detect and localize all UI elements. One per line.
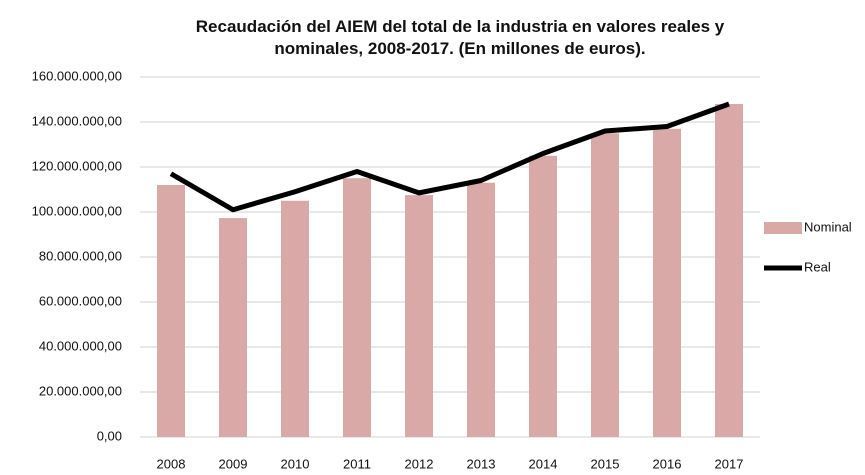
bar [653,128,681,437]
y-tick-label: 80.000.000,00 [39,248,122,263]
x-tick-label: 2013 [467,456,496,471]
y-tick-label: 100.000.000,00 [32,203,122,218]
bar [529,155,557,437]
x-tick-label: 2017 [715,456,744,471]
bar [715,104,743,437]
y-tick-label: 160.000.000,00 [32,68,122,83]
x-tick-label: 2014 [529,456,558,471]
y-tick-label: 60.000.000,00 [39,293,122,308]
x-tick-label: 2010 [281,456,310,471]
y-tick-label: 140.000.000,00 [32,113,122,128]
bar [591,133,619,437]
bar [405,195,433,437]
x-tick-label: 2012 [405,456,434,471]
y-tick-label: 20.000.000,00 [39,383,122,398]
x-tick-label: 2015 [591,456,620,471]
x-tick-label: 2016 [653,456,682,471]
y-tick-label: 40.000.000,00 [39,338,122,353]
bar [157,185,185,437]
chart-title: Recaudación del AIEM del total de la ind… [195,17,725,58]
x-tick-label: 2009 [219,456,248,471]
legend-label: Real [804,259,831,274]
bar [281,200,309,437]
x-tick-label: 2011 [343,456,371,471]
y-tick-label: 120.000.000,00 [32,158,122,173]
bar [467,182,495,437]
y-tick-label: 0,00 [97,428,122,443]
legend-swatch [764,222,802,234]
bar [219,218,247,437]
line [169,101,730,213]
x-tick-label: 2008 [157,456,186,471]
legend-label: Nominal [804,219,852,234]
bar [343,178,371,437]
